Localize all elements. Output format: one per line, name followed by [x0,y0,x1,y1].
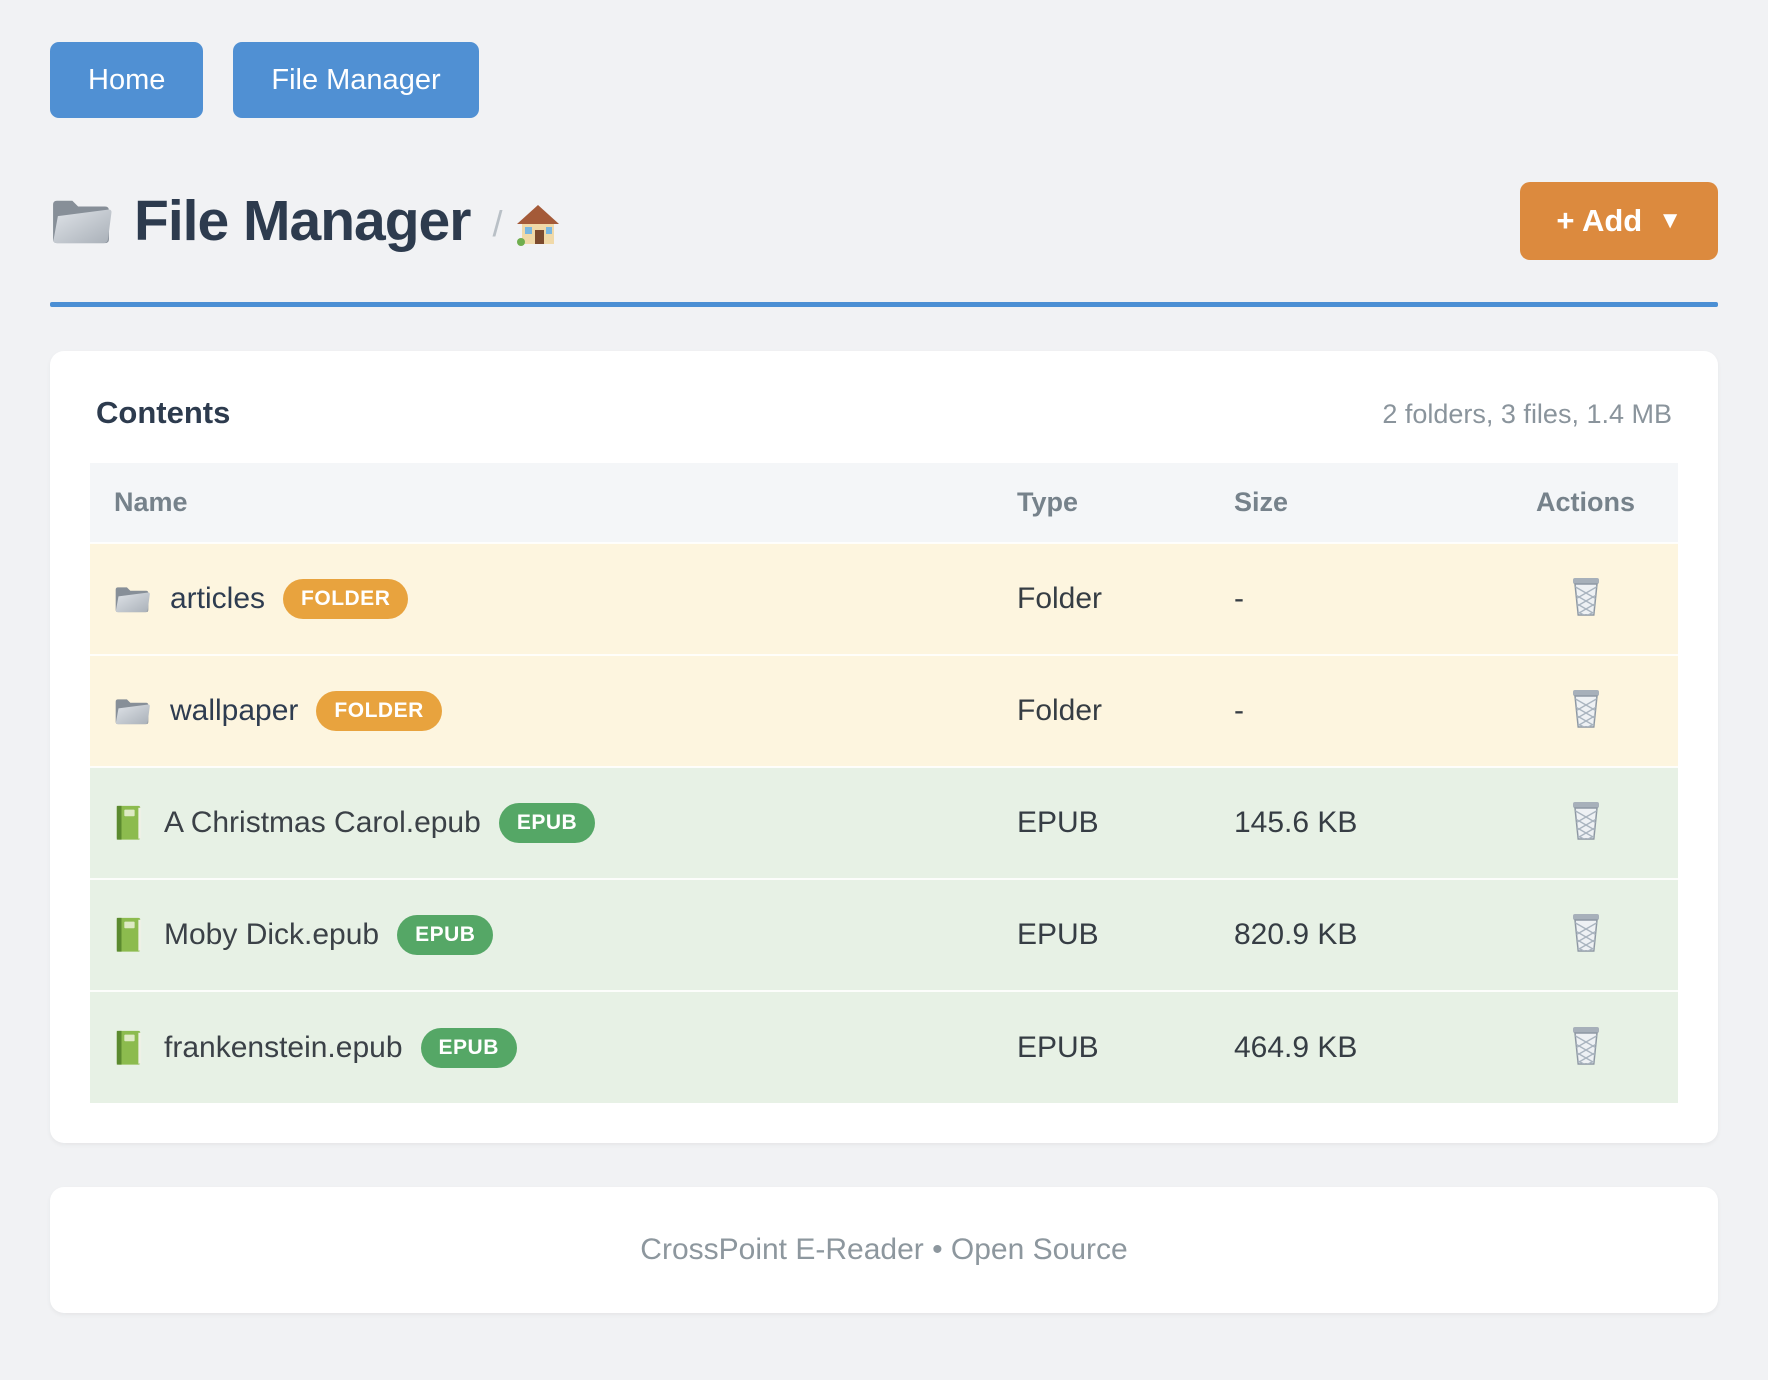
type-cell: Folder [1017,694,1103,727]
size-cell: 145.6 KB [1234,806,1358,839]
wastebasket-icon [1572,802,1599,840]
table-row[interactable]: wallpaper FOLDER Folder - [90,655,1678,767]
green-book-icon [114,916,144,954]
type-cell: Folder [1017,582,1103,615]
wastebasket-icon [1572,914,1599,952]
type-cell: EPUB [1017,918,1099,951]
wastebasket-icon [1572,578,1599,616]
wastebasket-icon [1572,690,1599,728]
size-cell: - [1234,694,1244,727]
contents-card: Contents 2 folders, 3 files, 1.4 MB Name… [50,351,1718,1143]
file-manager-button[interactable]: File Manager [233,42,479,118]
column-header-name: Name [114,487,188,517]
table-row[interactable]: frankenstein.epub EPUB EPUB 464.9 KB [90,991,1678,1103]
footer-text: CrossPoint E-Reader • Open Source [640,1233,1128,1266]
delete-button[interactable] [1564,571,1608,623]
page-title-group: File Manager / [50,188,560,254]
folder-icon [53,200,112,244]
table-row[interactable]: Moby Dick.epub EPUB EPUB 820.9 KB [90,879,1678,991]
file-type-badge: EPUB [397,915,494,955]
type-cell: EPUB [1017,1030,1099,1064]
contents-summary: 2 folders, 3 files, 1.4 MB [1382,399,1672,429]
page-title: File Manager [134,189,471,253]
file-name-link[interactable]: articles [170,582,266,615]
delete-button[interactable] [1564,907,1608,959]
type-cell: EPUB [1017,806,1099,839]
file-type-badge: FOLDER [316,691,442,731]
file-type-badge: FOLDER [283,579,409,619]
file-name-link[interactable]: A Christmas Carol.epub [164,806,481,839]
column-header-actions: Actions [1535,487,1635,517]
folder-icon [114,580,150,618]
table-row[interactable]: A Christmas Carol.epub EPUB EPUB 145.6 K… [90,767,1678,879]
table-row[interactable]: articles FOLDER Folder - [90,543,1678,655]
contents-card-header: Contents 2 folders, 3 files, 1.4 MB [90,395,1678,431]
header-divider [50,302,1718,307]
add-button[interactable]: + Add ▼ [1520,182,1718,260]
contents-title: Contents [96,395,231,430]
top-nav: Home File Manager [50,42,1718,118]
file-type-badge: EPUB [498,803,596,843]
wastebasket-icon [1572,1026,1599,1065]
green-book-icon [114,804,144,842]
page-header: File Manager / + Add ▼ [50,182,1718,260]
file-type-badge: EPUB [420,1027,517,1068]
folder-icon [114,692,150,730]
delete-button[interactable] [1564,683,1608,735]
size-cell: 464.9 KB [1234,1030,1358,1064]
home-button[interactable]: Home [50,42,204,118]
green-book-icon [114,1029,144,1067]
column-header-size: Size [1234,487,1289,517]
file-table: Name Type Size Actions [90,463,1678,1103]
breadcrumb-separator: / [492,203,503,244]
delete-button[interactable] [1564,795,1608,847]
size-cell: - [1234,582,1244,615]
column-header-type: Type [1017,487,1079,517]
chevron-down-icon: ▼ [1658,207,1682,234]
file-name-link[interactable]: frankenstein.epub [164,1030,403,1064]
file-name-link[interactable]: Moby Dick.epub [164,918,380,951]
home-icon[interactable] [516,204,560,246]
size-cell: 820.9 KB [1234,918,1358,951]
footer: CrossPoint E-Reader • Open Source [50,1187,1718,1313]
add-button-label: + Add [1556,203,1643,238]
table-header-row: Name Type Size Actions [90,463,1678,543]
file-name-link[interactable]: wallpaper [170,694,299,727]
delete-button[interactable] [1564,1020,1608,1072]
file-table-body: articles FOLDER Folder - [90,543,1678,1103]
